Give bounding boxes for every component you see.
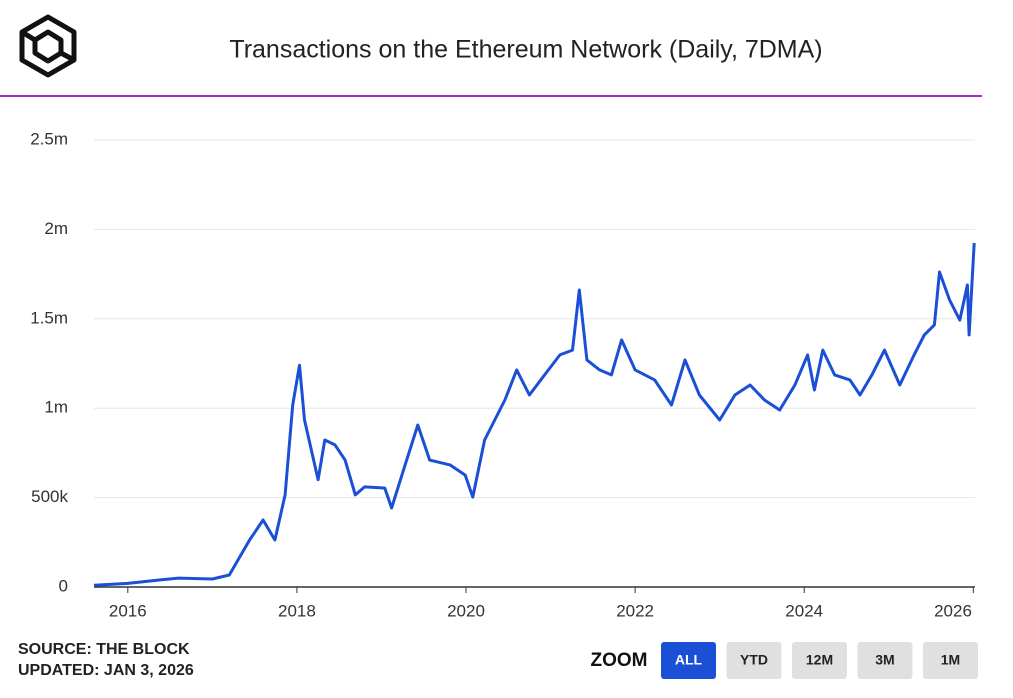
y-tick-label: 1m <box>44 398 68 417</box>
y-tick-label: 500k <box>31 487 68 506</box>
x-tick-label: 2016 <box>109 601 147 620</box>
zoom-button-label[interactable]: YTD <box>740 652 768 668</box>
chart-title: Transactions on the Ethereum Network (Da… <box>229 36 822 64</box>
zoom-button-label[interactable]: 1M <box>941 652 960 668</box>
zoom-button-label[interactable]: 3M <box>875 652 894 668</box>
zoom-button[interactable] <box>726 642 782 679</box>
x-tick-label: 2020 <box>447 601 485 620</box>
zoom-button[interactable] <box>923 642 978 679</box>
zoom-button[interactable] <box>661 642 716 679</box>
zoom-button-label[interactable]: 12M <box>806 652 833 668</box>
zoom-button[interactable] <box>792 642 847 679</box>
updated: UPDATED: JAN 3, 2026 <box>18 662 194 679</box>
source: SOURCE: THE BLOCK <box>18 641 190 658</box>
x-tick-label: 2018 <box>278 601 316 620</box>
series-line <box>93 242 976 587</box>
zoom-button-label[interactable]: ALL <box>675 652 703 668</box>
zoom-button[interactable] <box>857 642 913 679</box>
x-tick-label: 2024 <box>785 601 823 620</box>
y-tick-label: 2.5m <box>30 129 68 148</box>
x-tick-label: 2022 <box>616 601 654 620</box>
zoom-label: ZOOM <box>591 650 648 671</box>
x-tick-label: 2026 <box>934 601 972 620</box>
y-tick-label: 0 <box>59 576 68 595</box>
logo <box>19 14 77 78</box>
y-tick-label: 1.5m <box>30 308 68 327</box>
y-tick-label: 2m <box>44 219 68 238</box>
